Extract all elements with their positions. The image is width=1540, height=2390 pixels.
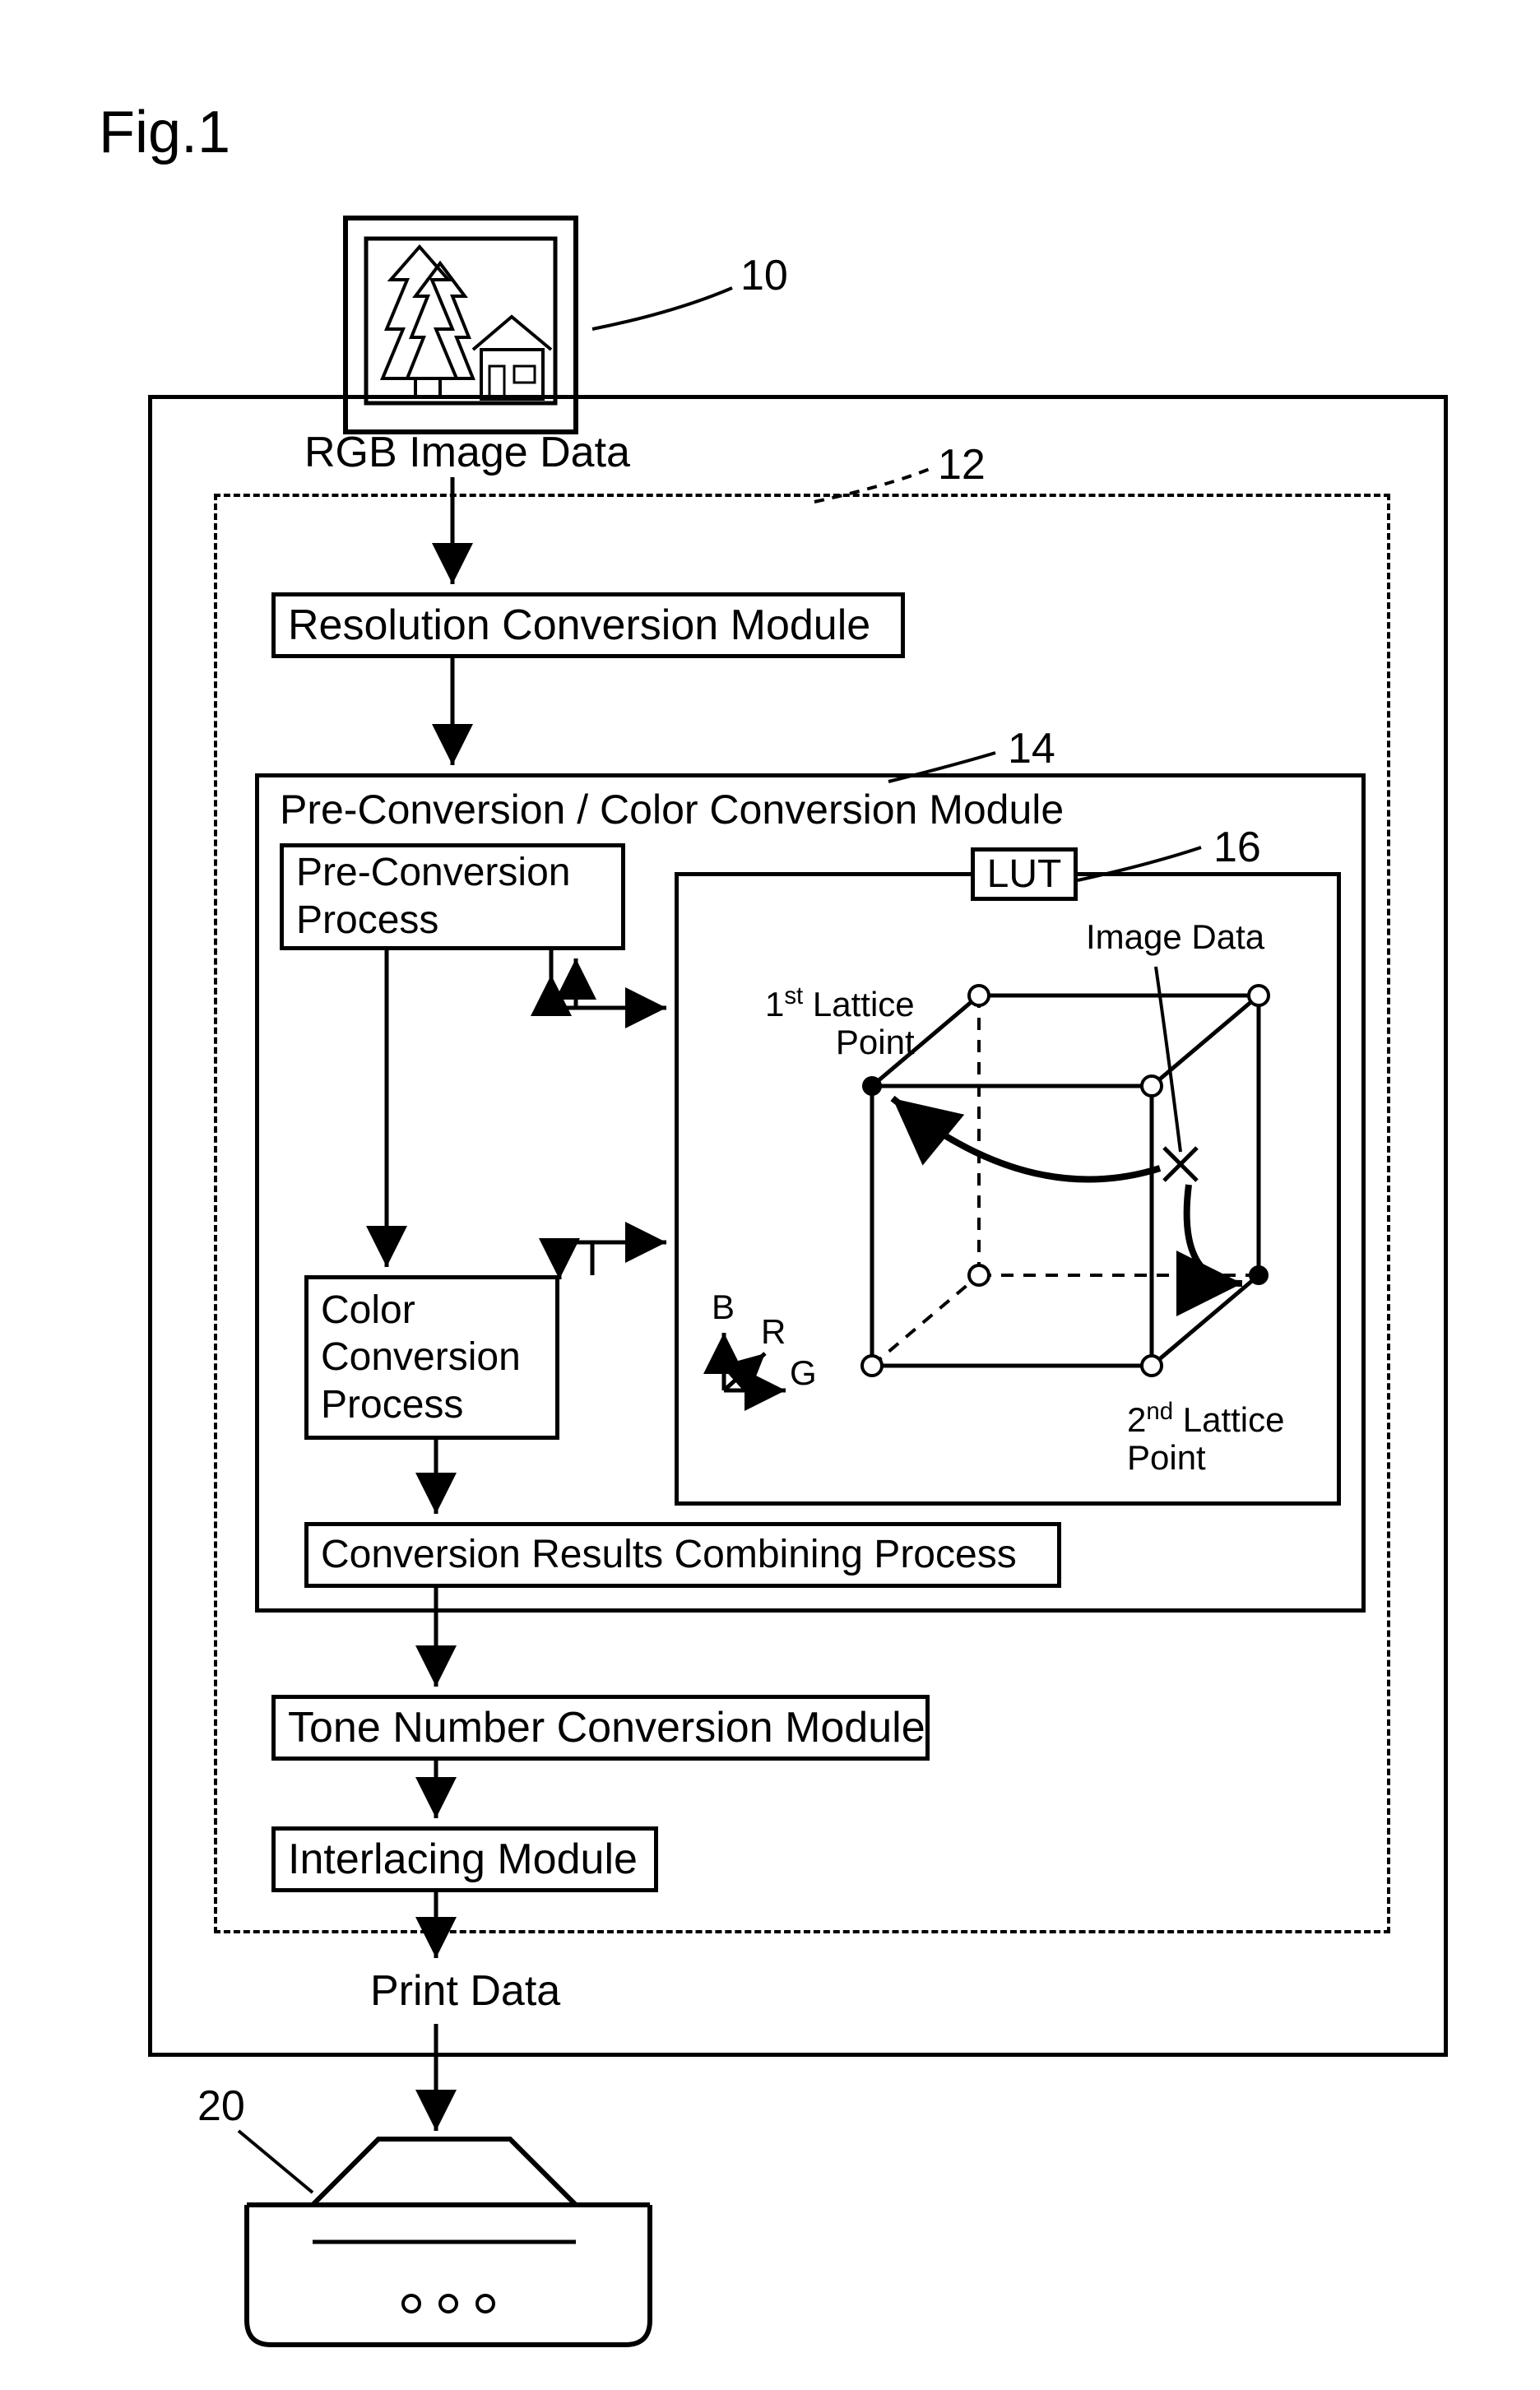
print-data-label: Print Data — [370, 1966, 560, 2016]
lut-label: LUT — [987, 851, 1062, 898]
tone-module: Tone Number Conversion Module — [271, 1695, 930, 1761]
ref-color-module: 14 — [1008, 724, 1055, 773]
ref-computer: 10 — [740, 251, 788, 300]
combining-process: Conversion Results Combining Process — [304, 1522, 1061, 1588]
preconv-process-label: Pre-Conversion Process — [296, 849, 570, 944]
color-conv-process-label: Color Conversion Process — [321, 1287, 521, 1429]
preconv-process: Pre-Conversion Process — [280, 843, 625, 950]
second-lattice-label: 2nd LatticePoint — [1127, 1399, 1284, 1477]
interlace-module-label: Interlacing Module — [288, 1835, 638, 1884]
color-conv-process: Color Conversion Process — [304, 1275, 559, 1440]
rgb-input-label: RGB Image Data — [304, 428, 630, 477]
ref-printer: 20 — [197, 2081, 245, 2131]
ref-driver: 12 — [938, 440, 986, 490]
resolution-module: Resolution Conversion Module — [271, 592, 905, 658]
tone-module-label: Tone Number Conversion Module — [288, 1703, 925, 1752]
axis-b: B — [712, 1288, 735, 1327]
ref-lut: 16 — [1213, 823, 1261, 872]
image-data-label: Image Data — [1086, 917, 1264, 957]
figure-title: Fig.1 — [99, 99, 230, 166]
first-lattice-label: 1st LatticePoint — [765, 983, 915, 1061]
axis-g: G — [790, 1353, 817, 1393]
combining-process-label: Conversion Results Combining Process — [321, 1531, 1017, 1579]
axis-r: R — [761, 1312, 786, 1352]
interlace-module: Interlacing Module — [271, 1826, 658, 1892]
resolution-module-label: Resolution Conversion Module — [288, 601, 870, 650]
color-module-title: Pre-Conversion / Color Conversion Module — [280, 786, 1064, 833]
lut-label-box: LUT — [971, 847, 1078, 901]
